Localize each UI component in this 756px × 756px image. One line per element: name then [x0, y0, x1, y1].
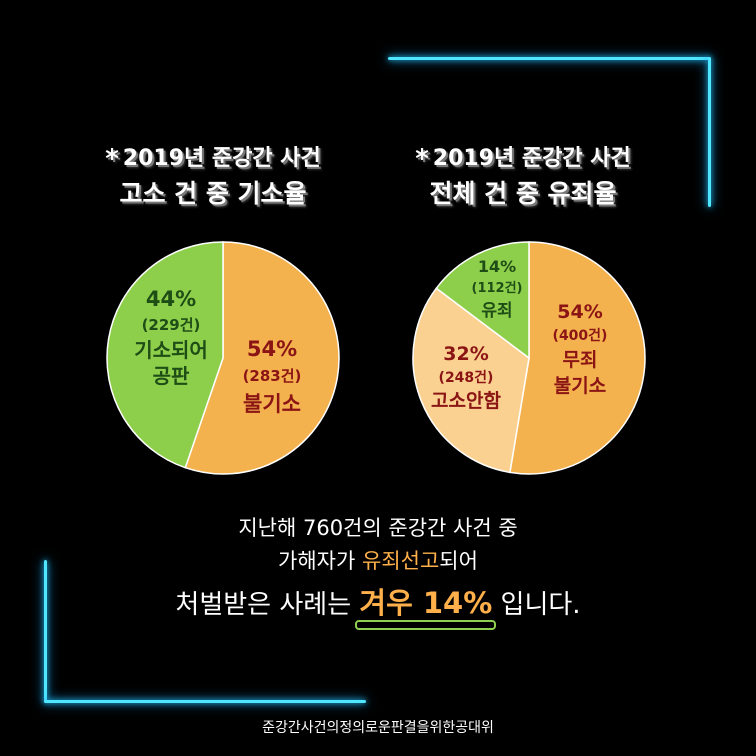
right-slice-a-count: (400건): [553, 327, 608, 344]
right-pie-chart: [412, 241, 646, 475]
caption-line3-post: 입니다.: [492, 590, 581, 620]
left-pie-slice-1: [106, 241, 224, 469]
right-title-line2: 전체 건 중 유죄율: [429, 179, 617, 208]
caption-line2-pre: 가해자가: [278, 549, 363, 573]
left-slice-a-count: (283건): [243, 367, 302, 385]
right-slice-a-percent: 54%: [557, 301, 602, 323]
caption-line2-highlight: 유죄선고: [362, 549, 440, 573]
left-pie-chart: [106, 241, 340, 475]
frame-bottom-line: [44, 700, 366, 703]
right-slice-b-percent: 32%: [443, 343, 488, 365]
right-pie-slice-0: [509, 241, 646, 475]
frame-left-line: [44, 560, 47, 702]
left-slice-b-name1: 기소되어: [134, 338, 208, 362]
frame-top-line: [388, 57, 710, 60]
left-slice-a-percent: 54%: [247, 337, 297, 361]
right-slice-c-name: 유죄: [481, 301, 512, 321]
left-chart-title: * 2019년 준강간 사건 고소 건 중 기소율: [78, 142, 348, 212]
caption-line3: 처벌받은 사례는 겨우 14% 입니다.: [0, 580, 756, 630]
right-pie-slice-1: [412, 287, 530, 474]
right-slice-c-count: (112건): [472, 280, 523, 296]
highlight-underline: [355, 620, 497, 630]
left-title-line1: 2019년 준강간 사건: [122, 146, 321, 171]
left-slice-b-count: (229건): [142, 316, 201, 334]
right-title-line1: 2019년 준강간 사건: [432, 146, 631, 171]
footer-organization: 준강간사건의정의로운판결을위한공대위: [262, 720, 494, 736]
left-slice-b-percent: 44%: [146, 287, 196, 311]
left-slice-b-name2: 공판: [153, 364, 190, 388]
caption-line2-post: 되어: [439, 549, 478, 573]
frame-right-line: [708, 57, 711, 207]
left-title-line2: 고소 건 중 기소율: [119, 179, 307, 208]
caption-line1: 지난해 760건의 준강간 사건 중: [238, 516, 518, 540]
right-pie-slice-2: [435, 241, 530, 360]
caption-line2: 가해자가 유죄선고되어: [0, 545, 756, 575]
right-slice-b-name: 고소안함: [431, 390, 501, 412]
right-slice-b-count: (248건): [439, 369, 494, 386]
right-chart-title: * 2019년 준강간 사건 전체 건 중 유죄율: [388, 142, 658, 212]
right-slice-c-percent: 14%: [478, 257, 516, 276]
caption-line3-pre: 처벌받은 사례는: [175, 590, 360, 620]
left-slice-a-name: 불기소: [243, 392, 301, 416]
right-slice-a-name1: 무죄: [563, 349, 598, 371]
caption-line3-highlight-wrap: 겨우 14%: [355, 580, 497, 630]
right-slice-a-name2: 불기소: [554, 375, 606, 397]
caption-line3-highlight: 겨우 14%: [359, 586, 493, 620]
asterisk-icon: *: [105, 144, 119, 174]
asterisk-icon: *: [415, 144, 429, 174]
